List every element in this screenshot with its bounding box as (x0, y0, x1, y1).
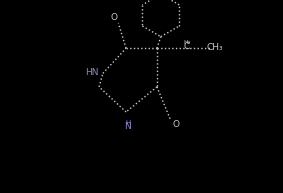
Text: O: O (110, 13, 117, 22)
Text: C: C (184, 42, 190, 51)
Text: H: H (125, 119, 131, 126)
Text: CH₃: CH₃ (207, 43, 223, 52)
Text: HN: HN (85, 68, 99, 77)
Text: H₂: H₂ (183, 40, 190, 45)
Text: N: N (124, 122, 130, 131)
Text: O: O (173, 120, 180, 129)
